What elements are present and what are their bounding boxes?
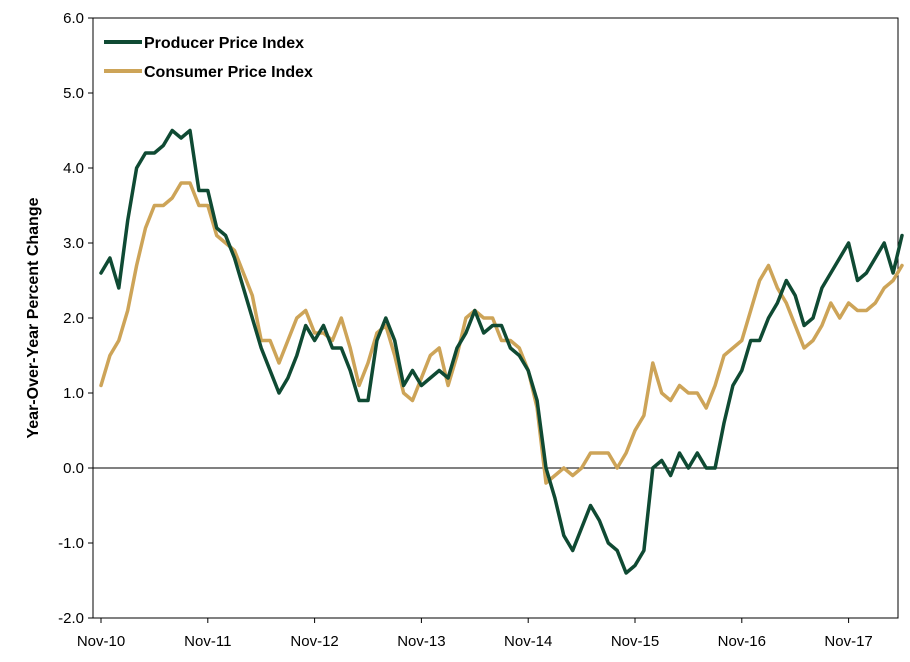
y-tick-label: 3.0 — [63, 235, 84, 252]
x-tick-label: Nov-10 — [77, 633, 125, 650]
y-tick-label: 4.0 — [63, 160, 84, 177]
y-axis-title: Year-Over-Year Percent Change — [25, 197, 42, 438]
x-tick-label: Nov-16 — [718, 633, 766, 650]
y-tick-label: -2.0 — [58, 610, 84, 627]
x-tick-label: Nov-17 — [824, 633, 872, 650]
plot-frame — [92, 17, 899, 619]
consumer-price-index-line — [99, 181, 904, 485]
x-tick-label: Nov-14 — [504, 633, 552, 650]
y-tick-label: 2.0 — [63, 310, 84, 327]
y-tick-label: 0.0 — [63, 460, 84, 477]
producer-price-index-line — [99, 128, 904, 575]
x-tick-label: Nov-11 — [184, 633, 231, 650]
series-layer — [99, 128, 904, 575]
x-tick-label: Nov-12 — [290, 633, 338, 650]
y-tick-label: -1.0 — [58, 535, 84, 552]
y-tick-label: 6.0 — [63, 10, 84, 27]
y-tick-label: 1.0 — [63, 385, 84, 402]
legend-label-ppi: Producer Price Index — [144, 35, 304, 52]
y-axis: -2.0 -1.0 0.0 1.0 2.0 3.0 4.0 5.0 6.0 — [58, 10, 93, 627]
x-tick-label: Nov-15 — [611, 633, 659, 650]
legend-label-cpi: Consumer Price Index — [144, 64, 313, 81]
legend: Producer Price Index Consumer Price Inde… — [104, 35, 313, 81]
x-tick-label: Nov-13 — [397, 633, 445, 650]
y-tick-label: 5.0 — [63, 85, 84, 102]
x-axis: Nov-10 Nov-11 Nov-12 Nov-13 Nov-14 Nov-15 Nov-… — [77, 618, 873, 650]
